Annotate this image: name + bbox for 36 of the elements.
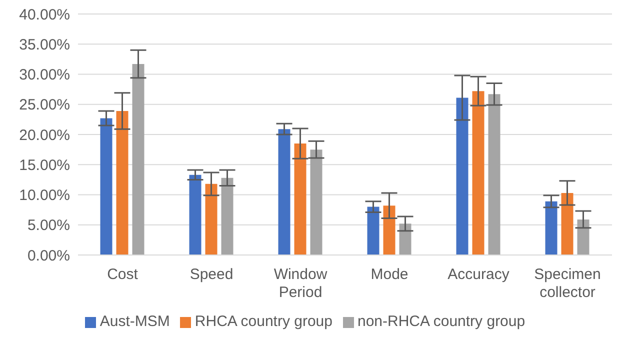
bar (294, 144, 306, 255)
bar (278, 129, 290, 255)
x-tick-label: Cost (107, 266, 139, 283)
bar (577, 219, 590, 255)
bar (488, 94, 500, 255)
bar (561, 192, 574, 255)
bar (221, 178, 234, 255)
x-tick-label: Specimen collector (534, 266, 601, 301)
x-tick-label: Window Period (274, 266, 328, 301)
bar (189, 174, 202, 255)
legend-label: RHCA country group (194, 313, 332, 330)
y-tick-label: 20.00% (19, 126, 70, 144)
y-tick-label: 30.00% (19, 66, 70, 84)
bar (383, 206, 396, 255)
bar (399, 224, 412, 255)
x-tick-label: Mode (370, 266, 408, 283)
x-tick-label: Speed (190, 266, 234, 283)
bar (132, 64, 144, 255)
bar (545, 201, 558, 255)
bar (310, 150, 322, 255)
bar (100, 118, 112, 255)
bar (205, 184, 218, 255)
y-tick-label: 5.00% (27, 217, 70, 234)
legend-label: non-RHCA country group (358, 313, 526, 330)
bar (472, 91, 484, 255)
y-tick-label: 35.00% (19, 36, 70, 54)
legend-label: Aust-MSM (100, 313, 170, 330)
y-tick-label: 40.00% (19, 6, 70, 24)
bar (367, 206, 380, 255)
y-tick-label: 0.00% (27, 247, 70, 264)
x-tick-label: Accuracy (448, 266, 510, 283)
bar (116, 111, 128, 255)
bar (456, 98, 468, 255)
y-tick-label: 10.00% (19, 187, 70, 204)
y-tick-label: 25.00% (19, 96, 70, 114)
y-tick-label: 15.00% (19, 156, 70, 174)
